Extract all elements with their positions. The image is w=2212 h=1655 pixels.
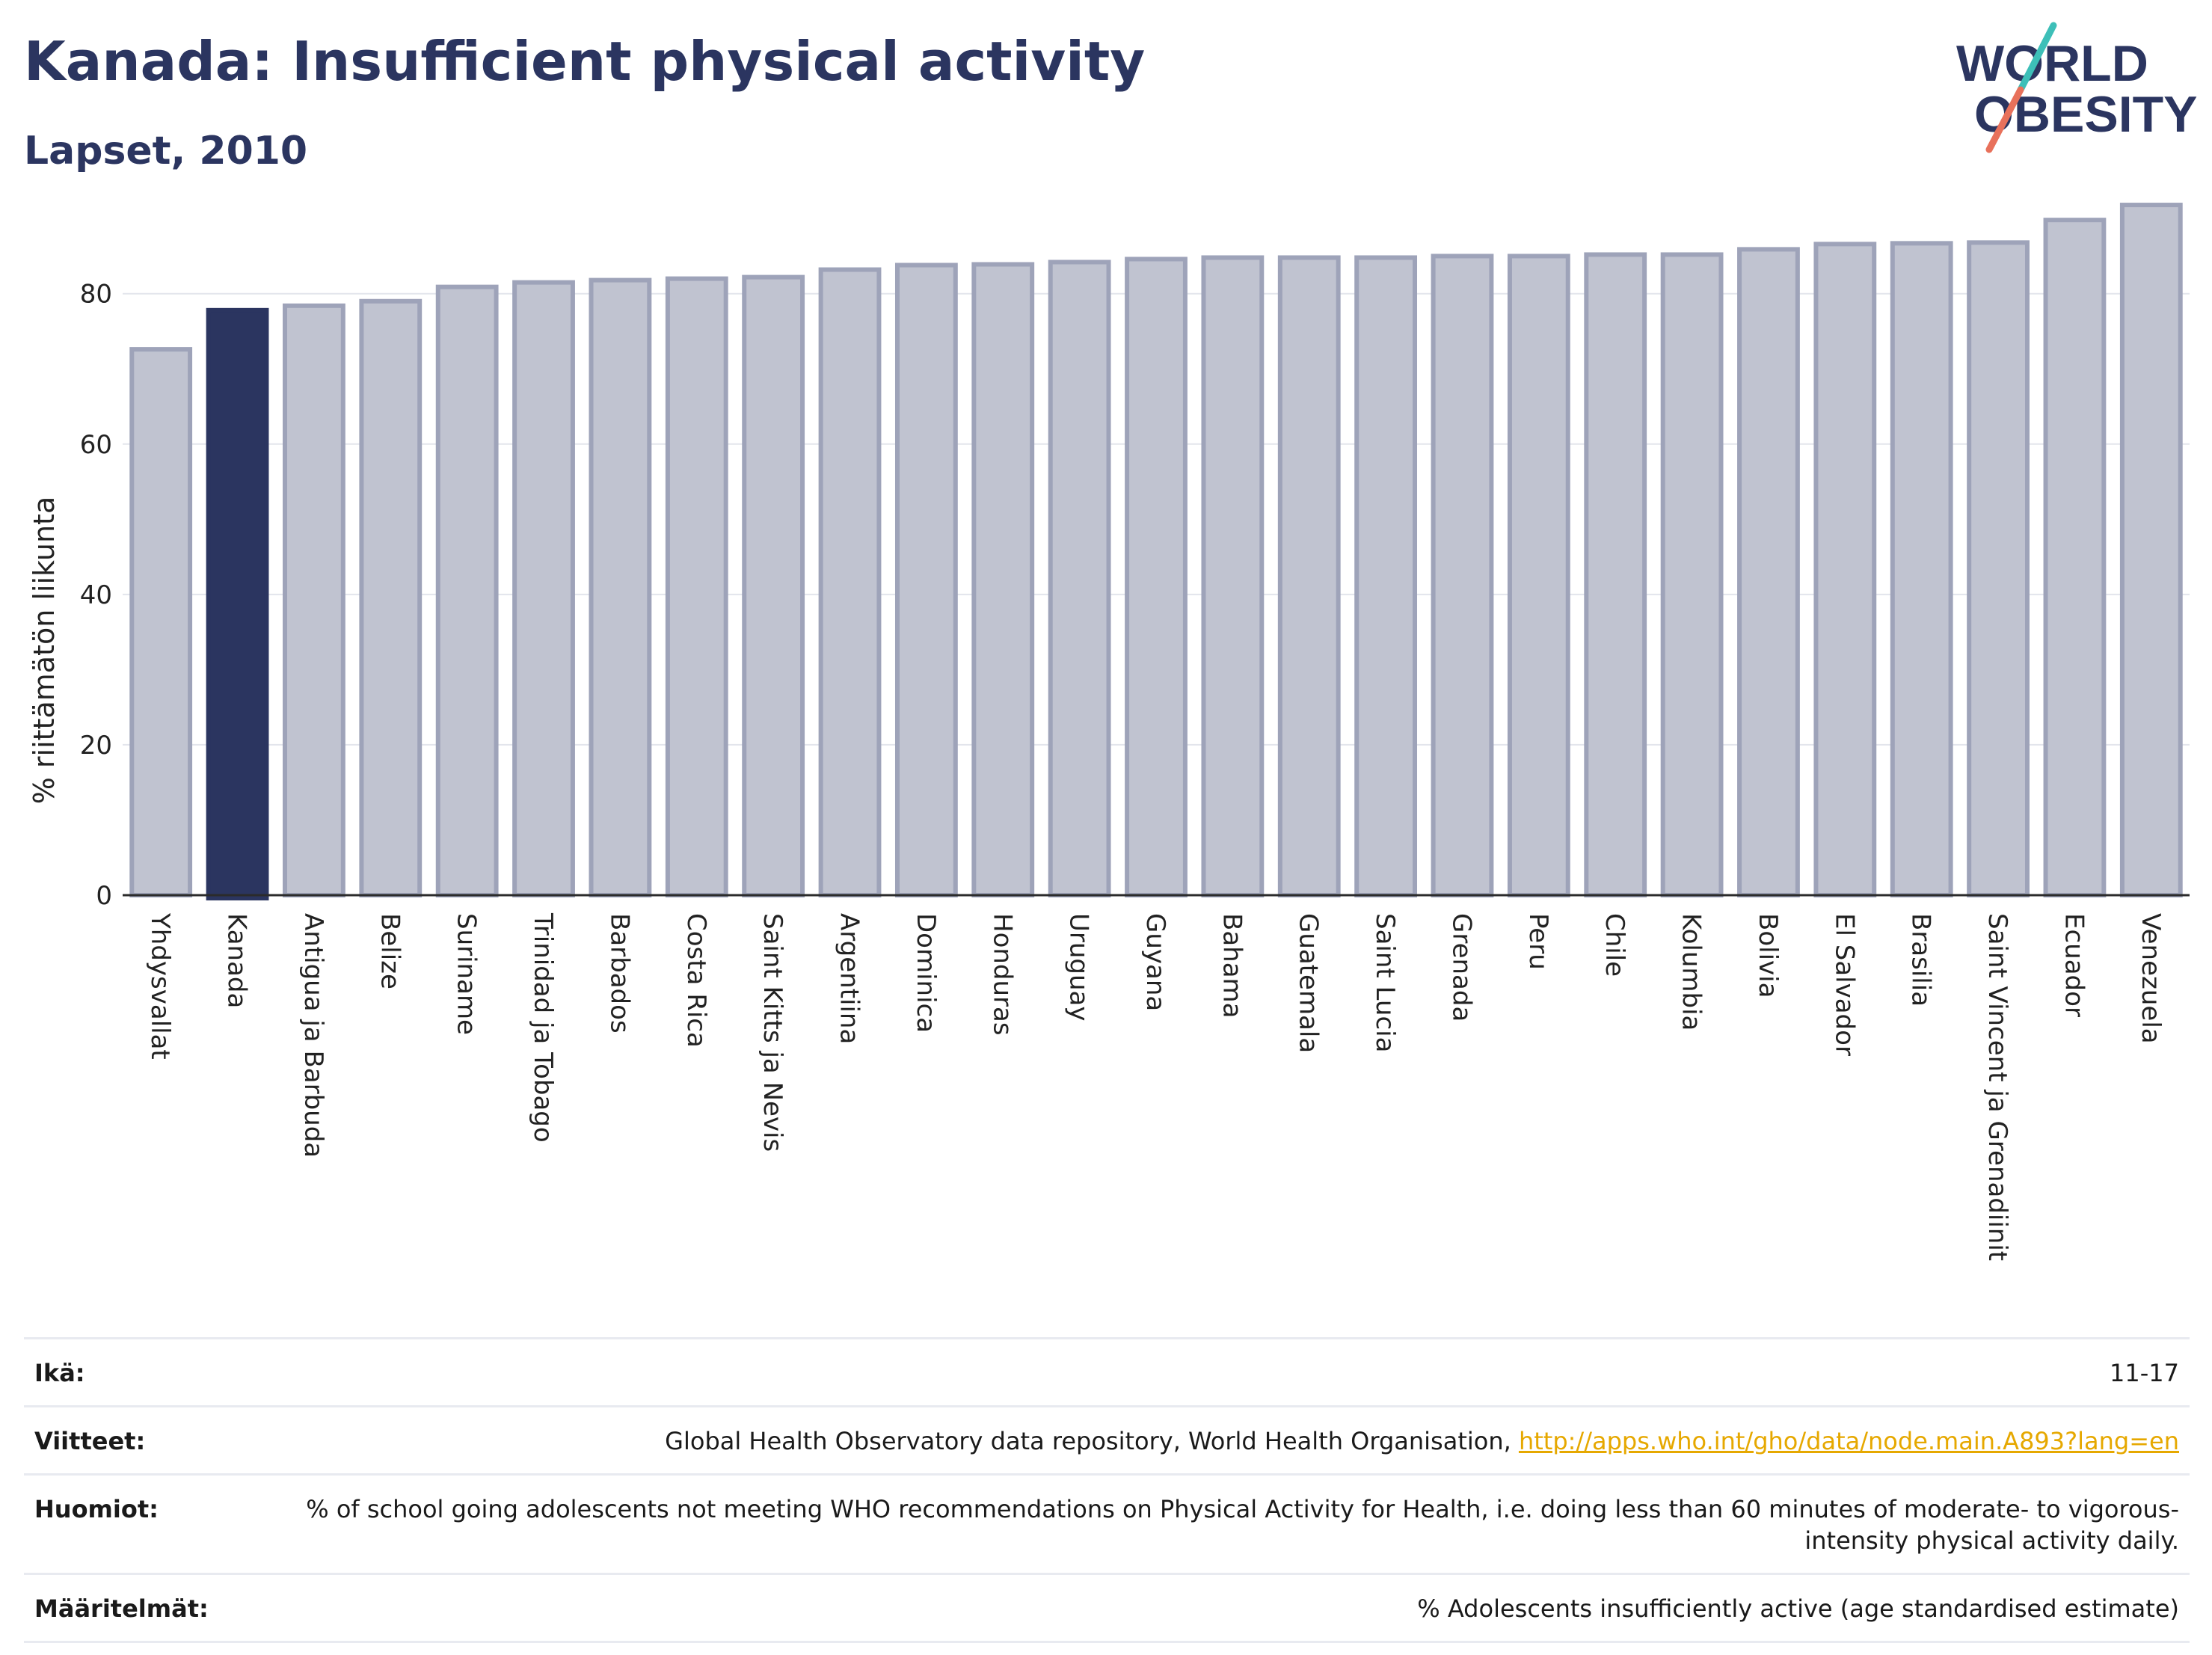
y-tick-label: 40 [80, 580, 112, 610]
bar [1431, 254, 1494, 897]
x-tick-label: Saint Kitts ja Nevis [758, 913, 787, 1152]
bar [1890, 241, 1953, 898]
x-tick-label: Costa Rica [681, 913, 711, 1048]
bar [359, 298, 423, 897]
bar [283, 303, 345, 897]
bar [2043, 218, 2107, 897]
bar [1201, 255, 1265, 897]
bar [1584, 252, 1647, 897]
meta-label-age: Ikä: [34, 1359, 85, 1387]
logo-slash-teal [2017, 22, 2057, 93]
bar [1277, 255, 1341, 897]
bar [742, 274, 805, 898]
chart-title: Kanada: Insufficient physical activity [24, 30, 1146, 93]
x-tick-label: Belize [375, 913, 405, 989]
x-tick-label: Bahama [1217, 913, 1247, 1019]
y-tick-label: 60 [80, 430, 112, 460]
bar [1125, 257, 1188, 897]
meta-reference-text: Global Health Observatory data repositor… [665, 1427, 1519, 1455]
x-tick-label: Barbados [604, 913, 634, 1034]
meta-label-definitions: Määritelmät: [34, 1594, 209, 1623]
x-tick-label: Ecuador [2059, 913, 2089, 1017]
x-tick-label: Antigua ja Barbuda [298, 913, 328, 1158]
x-tick-label: Peru [1523, 913, 1553, 970]
x-tick-label: Kanada [222, 913, 252, 1008]
logo-line1: WORLD [1956, 35, 2148, 92]
x-tick-label: El Salvador [1829, 913, 1859, 1056]
meta-row-age: Ikä: 11-17 [24, 1339, 2190, 1407]
bar-chart: 0 20 40 60 80 % riittämätön liikunta Yhdysvall… [28, 203, 2190, 1261]
meta-value-references: Global Health Observatory data repositor… [665, 1425, 2179, 1457]
x-tick-label: Trinidad ja Tobago [528, 912, 558, 1143]
logo-slash-coral [1985, 86, 2024, 153]
x-tick-label: Saint Vincent ja Grenadiinit [1982, 913, 2012, 1261]
bar [1737, 247, 1800, 897]
x-tick-label: Bolivia [1753, 913, 1783, 998]
meta-label-references: Viitteet: [34, 1427, 146, 1455]
x-tick-label: Uruguay [1064, 913, 1094, 1022]
bar [894, 262, 958, 897]
meta-label-notes: Huomiot: [34, 1495, 159, 1523]
bar [2119, 203, 2183, 897]
meta-row-definitions: Määritelmät: % Adolescents insufficientl… [24, 1575, 2190, 1643]
bar [1813, 242, 1877, 897]
bar [971, 262, 1035, 897]
meta-row-references: Viitteet: Global Health Observatory data… [24, 1407, 2190, 1476]
y-tick-label: 0 [96, 881, 112, 911]
meta-value-notes: % of school going adolescents not meetin… [306, 1495, 2179, 1555]
bar [129, 347, 193, 897]
meta-value-age: 11-17 [2110, 1359, 2179, 1387]
x-tick-label: Grenada [1446, 913, 1476, 1022]
bar [665, 276, 728, 898]
x-tick-label: Brasilia [1906, 913, 1936, 1007]
x-tick-label: Dominica [911, 913, 941, 1033]
metadata-table: Ikä: 11-17 Viitteet: Global Health Obser… [24, 1337, 2190, 1643]
bar [435, 284, 499, 898]
bar [1507, 254, 1570, 897]
x-tick-label: Guatemala [1294, 913, 1324, 1053]
x-tick-label: Honduras [987, 913, 1017, 1036]
bar [1660, 252, 1724, 897]
bar [1048, 260, 1111, 897]
chart-subtitle: Lapset, 2010 [24, 129, 308, 174]
bar [512, 280, 575, 897]
bar [1354, 255, 1418, 897]
y-axis-label: % riittämätön liikunta [28, 497, 61, 805]
world-obesity-logo: WORLD OBESITY [1956, 22, 2198, 153]
y-tick-label: 20 [80, 731, 112, 761]
x-tick-label: Saint Lucia [1370, 913, 1400, 1052]
x-tick-label: Chile [1600, 913, 1629, 977]
bar [1967, 240, 2030, 898]
x-tick-label: Guyana [1140, 913, 1170, 1011]
bar [206, 307, 269, 900]
x-tick-label: Venezuela [2136, 913, 2166, 1044]
y-tick-label: 80 [80, 280, 112, 310]
meta-value-definitions: % Adolescents insufficiently active (age… [1417, 1594, 2179, 1623]
bar [818, 267, 882, 898]
x-tick-label: Kolumbia [1677, 913, 1706, 1031]
x-tick-label: Argentiina [835, 913, 864, 1044]
bar [589, 277, 652, 897]
meta-row-notes: Huomiot: % of school going adolescents n… [24, 1476, 2190, 1575]
meta-reference-link[interactable]: http://apps.who.int/gho/data/node.main.A… [1518, 1427, 2179, 1455]
x-tick-label: Suriname [452, 913, 482, 1035]
x-tick-label: Yhdysvallat [145, 912, 175, 1060]
